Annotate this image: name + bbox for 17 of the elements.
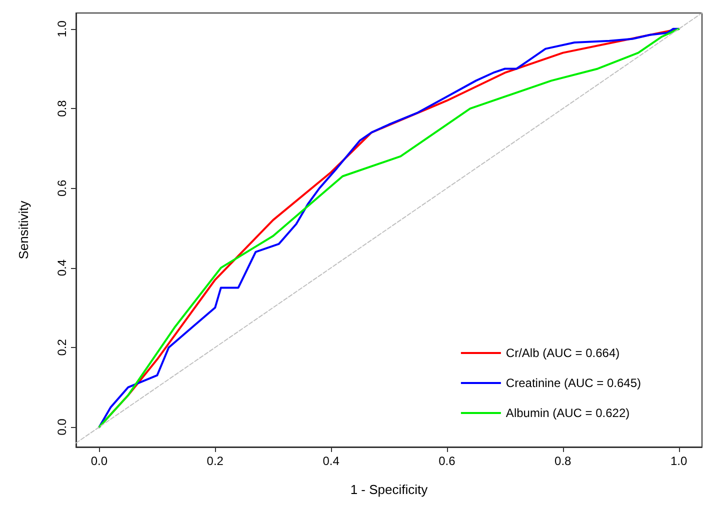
x-axis-title: 1 - Specificity xyxy=(350,482,428,497)
x-tick-label: 0.0 xyxy=(90,454,108,468)
y-tick-label: 0.0 xyxy=(55,418,69,436)
y-axis-title: Sensitivity xyxy=(16,200,31,260)
y-tick-label: 0.6 xyxy=(55,180,69,197)
legend-label: Albumin (AUC = 0.622) xyxy=(506,406,630,420)
x-tick-label: 1.0 xyxy=(670,454,688,468)
y-tick-label: 0.4 xyxy=(55,259,69,276)
legend-label: Creatinine (AUC = 0.645) xyxy=(506,376,642,390)
y-tick-label: 0.8 xyxy=(55,100,69,117)
legend-label: Cr/Alb (AUC = 0.664) xyxy=(506,346,620,360)
x-tick-label: 0.8 xyxy=(554,454,572,468)
x-tick-label: 0.6 xyxy=(438,454,456,468)
x-tick-label: 0.2 xyxy=(206,454,224,468)
x-tick-label: 0.4 xyxy=(322,454,340,468)
y-tick-label: 1.0 xyxy=(55,20,69,38)
y-tick-label: 0.2 xyxy=(55,338,69,356)
